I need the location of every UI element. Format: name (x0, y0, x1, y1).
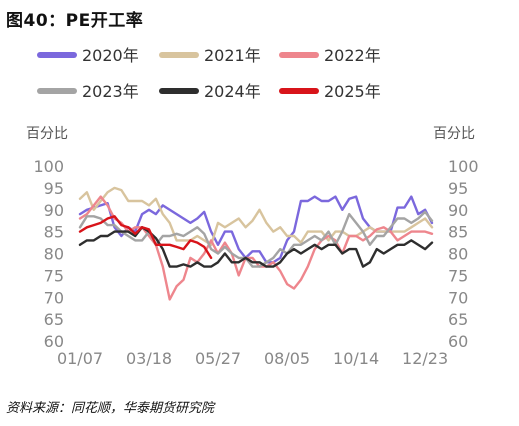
y-tick-label-right: 70 (448, 288, 468, 307)
y-tick-label-right: 75 (448, 266, 468, 285)
y-tick-label-left: 90 (44, 201, 64, 220)
y-tick-label-right: 100 (448, 157, 479, 176)
legend-label: 2025年 (324, 82, 381, 101)
x-tick-label: 05/27 (195, 349, 241, 368)
source-note: 资料来源：同花顺，华泰期货研究院 (6, 401, 215, 416)
legend-label: 2022年 (324, 46, 381, 65)
legend-label: 2023年 (82, 82, 139, 101)
legend-label: 2021年 (204, 46, 261, 65)
legend-label: 2020年 (82, 46, 139, 65)
series-line (78, 215, 213, 260)
y-tick-label-right: 65 (448, 310, 468, 329)
y-tick-label-left: 95 (44, 179, 64, 198)
series-line (78, 210, 434, 268)
legend-label: 2024年 (204, 82, 261, 101)
series-line (78, 186, 434, 247)
y-tick-label-left: 75 (44, 266, 64, 285)
y-tick-label-left: 60 (44, 332, 64, 351)
y-tick-label-right: 85 (448, 223, 468, 242)
y-tick-label-left: 85 (44, 223, 64, 242)
x-tick-label: 12/23 (402, 349, 448, 368)
x-tick-label: 03/18 (126, 349, 172, 368)
figure-title: 图40：PE开工率 (6, 11, 144, 31)
y-tick-label-right: 60 (448, 332, 468, 351)
x-axis-ticks: 01/07 03/18 05/27 08/05 10/14 12/23 (57, 349, 448, 368)
y-axis-unit-left: 百分比 (26, 126, 68, 142)
y-tick-label-right: 80 (448, 245, 468, 264)
y-axis-ticks: 60 60 65 65 70 70 75 75 80 80 85 85 90 90 95 95 100 100 (33, 157, 478, 351)
plot-area (78, 186, 434, 301)
legend: 2020年 2021年 2022年 2023年 2024年 2025年 (37, 46, 381, 101)
y-tick-label-left: 100 (33, 157, 64, 176)
x-tick-label: 10/14 (333, 349, 379, 368)
y-tick-label-left: 70 (44, 288, 64, 307)
y-axis-unit-right: 百分比 (433, 126, 475, 142)
y-tick-label-left: 65 (44, 310, 64, 329)
y-tick-label-right: 90 (448, 201, 468, 220)
y-tick-label-left: 80 (44, 245, 64, 264)
x-tick-label: 01/07 (57, 349, 103, 368)
x-tick-label: 08/05 (264, 349, 310, 368)
y-tick-label-right: 95 (448, 179, 468, 198)
series-line (78, 195, 434, 301)
